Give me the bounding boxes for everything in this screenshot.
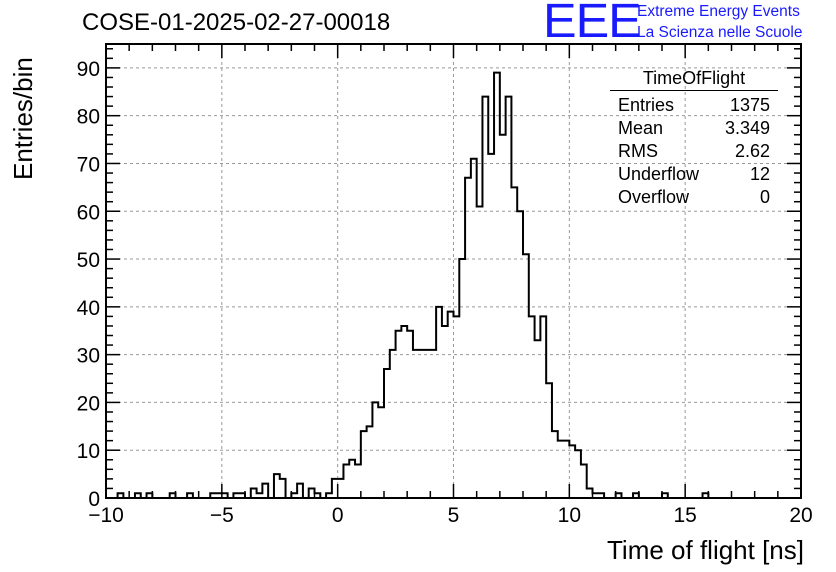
stats-title: TimeOfFlight <box>610 68 778 91</box>
y-tick-label: 60 <box>77 201 100 224</box>
chart-title: COSE-01-2025-02-27-00018 <box>82 9 391 36</box>
plot-frame <box>105 43 802 499</box>
y-tick-label: 30 <box>77 345 100 368</box>
stats-row-overflow: Overflow 0 <box>610 186 778 209</box>
stats-label: Overflow <box>618 187 690 207</box>
grid-lines <box>106 44 801 498</box>
stats-label: Underflow <box>618 164 700 184</box>
stats-row-mean: Mean 3.349 <box>610 117 778 140</box>
logo-line-1: Extreme Energy Events <box>637 3 800 20</box>
axis-tick-labels: −10 −5 0 5 10 15 20 0 10 20 30 40 50 60 70 80 90 <box>77 58 813 527</box>
y-tick-label: 70 <box>77 153 100 176</box>
stats-value: 2.62 <box>734 141 770 161</box>
y-tick-label: 90 <box>77 58 100 81</box>
x-tick-label: 10 <box>558 504 581 527</box>
x-tick-label: −10 <box>88 504 124 527</box>
y-tick-label: 0 <box>88 488 100 511</box>
stats-row-underflow: Underflow 12 <box>610 163 778 186</box>
x-tick-label: 5 <box>448 504 460 527</box>
stats-box: TimeOfFlight Entries 1375 Mean 3.349 RMS… <box>610 68 778 209</box>
y-tick-label: 50 <box>77 249 100 272</box>
stats-label: RMS <box>618 141 658 161</box>
x-tick-label: 0 <box>332 504 344 527</box>
stats-value: 0 <box>759 187 770 207</box>
y-tick-label: 40 <box>77 297 100 320</box>
x-tick-label: 15 <box>673 504 696 527</box>
y-tick-label: 10 <box>77 440 100 463</box>
y-tick-label: 80 <box>77 106 100 129</box>
stats-value: 3.349 <box>724 118 770 138</box>
stats-label: Mean <box>618 118 664 138</box>
stats-label: Entries <box>618 95 675 115</box>
logo-line-2: La Scienza nelle Scuole <box>637 24 803 41</box>
stats-row-rms: RMS 2.62 <box>610 140 778 163</box>
y-tick-label: 20 <box>77 392 100 415</box>
x-tick-label: −5 <box>210 504 234 527</box>
y-axis-label: Entries/bin <box>8 57 38 180</box>
axis-ticks <box>105 44 802 499</box>
stats-value: 1375 <box>729 95 770 115</box>
eee-logo-icon: EEE <box>543 0 642 48</box>
stats-row-entries: Entries 1375 <box>610 94 778 117</box>
x-tick-label: 20 <box>789 504 812 527</box>
x-axis-label: Time of flight [ns] <box>607 535 804 565</box>
stats-value: 12 <box>749 164 770 184</box>
